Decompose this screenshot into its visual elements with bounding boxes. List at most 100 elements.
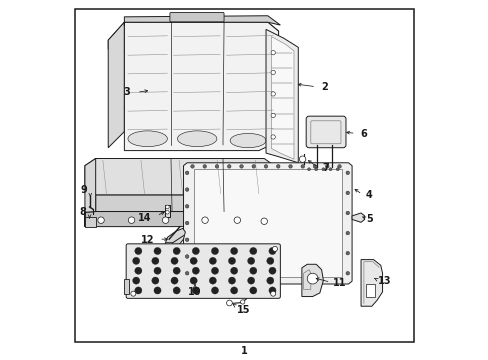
Circle shape bbox=[185, 238, 188, 242]
Polygon shape bbox=[164, 242, 172, 245]
Polygon shape bbox=[351, 213, 364, 222]
Text: 3: 3 bbox=[123, 87, 130, 97]
Circle shape bbox=[190, 277, 197, 284]
Text: 9: 9 bbox=[81, 185, 87, 195]
FancyBboxPatch shape bbox=[126, 244, 280, 298]
Circle shape bbox=[270, 70, 275, 75]
Circle shape bbox=[299, 156, 305, 162]
Circle shape bbox=[185, 204, 188, 208]
Circle shape bbox=[185, 271, 188, 275]
Bar bbox=[365, 284, 374, 297]
Polygon shape bbox=[108, 22, 124, 148]
Circle shape bbox=[135, 287, 142, 294]
Text: 1: 1 bbox=[241, 346, 247, 356]
Circle shape bbox=[171, 277, 178, 284]
Circle shape bbox=[288, 165, 292, 168]
Polygon shape bbox=[271, 37, 293, 159]
Polygon shape bbox=[183, 163, 351, 284]
FancyBboxPatch shape bbox=[169, 13, 224, 22]
Polygon shape bbox=[96, 187, 276, 212]
Circle shape bbox=[227, 165, 230, 168]
Polygon shape bbox=[85, 158, 96, 226]
Circle shape bbox=[154, 267, 161, 274]
Polygon shape bbox=[164, 205, 169, 217]
Circle shape bbox=[306, 273, 317, 284]
Ellipse shape bbox=[230, 134, 265, 148]
Circle shape bbox=[98, 217, 104, 224]
Circle shape bbox=[307, 168, 310, 171]
Circle shape bbox=[314, 168, 317, 171]
Polygon shape bbox=[301, 264, 323, 297]
Polygon shape bbox=[193, 169, 341, 277]
Ellipse shape bbox=[128, 131, 167, 147]
Circle shape bbox=[165, 211, 169, 214]
Circle shape bbox=[328, 168, 331, 171]
Circle shape bbox=[272, 246, 277, 251]
Circle shape bbox=[346, 231, 349, 235]
Circle shape bbox=[185, 221, 188, 225]
Circle shape bbox=[135, 267, 142, 274]
Polygon shape bbox=[85, 217, 96, 226]
Circle shape bbox=[185, 255, 188, 258]
Circle shape bbox=[151, 257, 159, 265]
Circle shape bbox=[266, 277, 273, 284]
Circle shape bbox=[171, 257, 178, 265]
Circle shape bbox=[202, 217, 208, 224]
Circle shape bbox=[132, 257, 140, 265]
Circle shape bbox=[270, 50, 275, 55]
Circle shape bbox=[190, 165, 194, 168]
Circle shape bbox=[173, 267, 180, 274]
Circle shape bbox=[240, 300, 244, 304]
Circle shape bbox=[247, 277, 254, 284]
Text: 6: 6 bbox=[359, 129, 366, 139]
Text: 7: 7 bbox=[322, 163, 329, 173]
Circle shape bbox=[190, 257, 197, 265]
Circle shape bbox=[211, 247, 218, 255]
Circle shape bbox=[173, 247, 180, 255]
Circle shape bbox=[226, 300, 232, 306]
Circle shape bbox=[154, 247, 161, 255]
Circle shape bbox=[270, 92, 275, 96]
Circle shape bbox=[313, 165, 316, 168]
Circle shape bbox=[230, 267, 237, 274]
Text: 2: 2 bbox=[320, 82, 327, 93]
Text: 5: 5 bbox=[366, 215, 372, 224]
Polygon shape bbox=[265, 30, 298, 163]
Circle shape bbox=[162, 217, 168, 224]
Circle shape bbox=[192, 247, 199, 255]
Circle shape bbox=[230, 247, 237, 255]
Text: 13: 13 bbox=[377, 276, 390, 286]
Circle shape bbox=[325, 165, 328, 168]
Circle shape bbox=[192, 267, 199, 274]
Ellipse shape bbox=[177, 131, 217, 147]
Circle shape bbox=[346, 271, 349, 275]
Polygon shape bbox=[124, 16, 280, 26]
Circle shape bbox=[211, 267, 218, 274]
Text: 8: 8 bbox=[80, 207, 86, 217]
Circle shape bbox=[239, 165, 243, 168]
Polygon shape bbox=[124, 279, 129, 294]
Circle shape bbox=[131, 291, 136, 296]
Circle shape bbox=[132, 277, 140, 284]
Text: 11: 11 bbox=[333, 278, 346, 288]
Text: 12: 12 bbox=[141, 235, 154, 245]
Circle shape bbox=[268, 287, 276, 294]
Text: 4: 4 bbox=[365, 190, 372, 200]
Polygon shape bbox=[85, 207, 280, 226]
Circle shape bbox=[337, 165, 341, 168]
Circle shape bbox=[128, 217, 135, 224]
Circle shape bbox=[276, 165, 280, 168]
Circle shape bbox=[301, 165, 304, 168]
Circle shape bbox=[209, 277, 216, 284]
Circle shape bbox=[270, 291, 275, 296]
Circle shape bbox=[270, 135, 275, 139]
Circle shape bbox=[185, 171, 188, 175]
Circle shape bbox=[165, 205, 169, 209]
Polygon shape bbox=[164, 228, 185, 249]
Circle shape bbox=[249, 267, 256, 274]
Circle shape bbox=[346, 211, 349, 215]
Circle shape bbox=[268, 267, 276, 274]
Circle shape bbox=[270, 113, 275, 118]
Polygon shape bbox=[85, 158, 276, 195]
Circle shape bbox=[211, 287, 218, 294]
